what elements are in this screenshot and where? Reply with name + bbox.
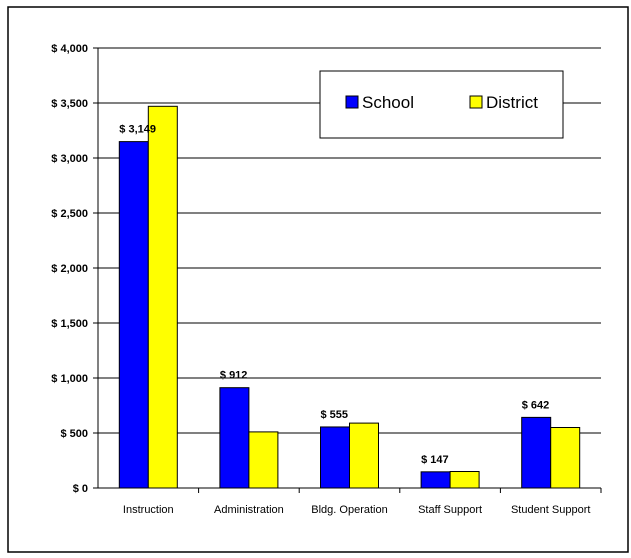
data-label: $ 912 bbox=[220, 370, 248, 382]
data-label: $ 555 bbox=[321, 409, 349, 421]
bar-school-3 bbox=[420, 471, 451, 489]
y-tick-label: $ 4,000 bbox=[51, 43, 88, 55]
legend-label-school: School bbox=[362, 93, 414, 112]
x-tick-label: Student Support bbox=[511, 504, 591, 516]
data-label: $ 3,149 bbox=[119, 124, 156, 136]
y-tick-label: $ 1,500 bbox=[51, 318, 88, 330]
x-tick-label: Staff Support bbox=[418, 504, 482, 516]
legend-swatch-school bbox=[345, 95, 359, 109]
bar-district-4 bbox=[550, 427, 581, 489]
bar-school-2 bbox=[320, 426, 350, 489]
bar-school-1 bbox=[219, 387, 250, 489]
bar-district-2 bbox=[349, 422, 379, 489]
bar-district-1 bbox=[248, 431, 279, 489]
y-tick-label: $ 0 bbox=[73, 483, 88, 495]
bars bbox=[118, 105, 581, 489]
data-labels: $ 3,149 $ 912 $ 555 $ 147 $ 642 bbox=[119, 124, 549, 466]
data-label: $ 642 bbox=[522, 399, 550, 411]
legend-label-district: District bbox=[486, 93, 538, 112]
x-tick-label: Instruction bbox=[123, 504, 174, 516]
bar-school-4 bbox=[521, 416, 552, 489]
y-tick-label: $ 500 bbox=[60, 428, 88, 440]
y-tick-label: $ 2,500 bbox=[51, 208, 88, 220]
y-tick-label: $ 3,000 bbox=[51, 153, 88, 165]
bar-district-0 bbox=[147, 105, 178, 489]
y-tick-label: $ 3,500 bbox=[51, 98, 88, 110]
axes: $ 0 $ 500 $ 1,000 $ 1,500 $ 2,000 $ 2,500 $ 3,… bbox=[51, 43, 602, 516]
y-tick-label: $ 2,000 bbox=[51, 263, 88, 275]
x-tick-label: Administration bbox=[214, 504, 284, 516]
bar-school-0 bbox=[118, 141, 149, 489]
x-tick-label: Bldg. Operation bbox=[311, 504, 387, 516]
legend-swatch-district bbox=[469, 95, 483, 109]
legend: School District bbox=[319, 70, 564, 139]
bar-district-3 bbox=[449, 471, 480, 489]
y-tick-label: $ 1,000 bbox=[51, 373, 88, 385]
data-label: $ 147 bbox=[421, 454, 449, 466]
legend-box bbox=[319, 70, 564, 139]
